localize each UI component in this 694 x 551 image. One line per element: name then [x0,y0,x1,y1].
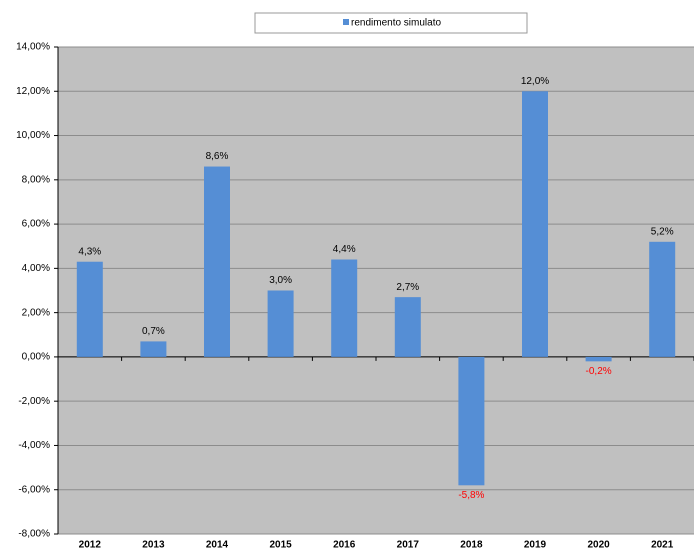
bar [204,166,230,357]
data-label: 2,7% [396,282,419,293]
y-tick-label: 14,00% [16,42,50,53]
data-label: 4,4% [333,244,356,255]
y-tick-label: 0,00% [22,352,50,363]
x-tick-label: 2015 [269,540,292,551]
data-label: -0,2% [586,366,612,377]
y-tick-label: 2,00% [22,307,50,318]
x-tick-label: 2018 [460,540,483,551]
x-tick-label: 2017 [397,540,420,551]
y-tick-label: -6,00% [18,484,50,495]
bar [140,341,167,357]
x-tick-label: 2013 [142,540,165,551]
data-label: 8,6% [206,151,229,162]
x-tick-label: 2021 [651,540,674,551]
legend-swatch [343,19,349,25]
y-tick-label: -4,00% [18,440,50,451]
y-tick-label: -2,00% [18,396,50,407]
data-label: 4,3% [78,246,101,257]
x-tick-label: 2014 [206,540,229,551]
data-label: 3,0% [269,275,292,286]
y-tick-label: 12,00% [16,86,50,97]
x-tick-label: 2020 [587,540,610,551]
data-label: -5,8% [458,490,484,501]
bar [331,259,358,357]
bar [585,356,612,362]
y-tick-label: 10,00% [16,130,50,141]
data-label: 12,0% [521,76,549,87]
y-tick-label: 6,00% [22,219,50,230]
bar [649,241,676,357]
x-tick-label: 2019 [524,540,547,551]
bar [267,290,294,357]
plot-area [58,47,694,534]
legend-label: rendimento simulato [351,18,441,29]
data-label: 5,2% [651,226,674,237]
y-tick-label: 8,00% [22,174,50,185]
bar [458,356,485,486]
bar [522,91,548,357]
y-tick-label: 4,00% [22,263,50,274]
legend-box [254,12,528,34]
x-tick-label: 2016 [333,540,356,551]
bar [76,261,103,357]
bar [394,297,421,357]
x-tick-label: 2012 [79,540,102,551]
y-tick-label: -8,00% [18,529,50,540]
data-label: 0,7% [142,326,165,337]
